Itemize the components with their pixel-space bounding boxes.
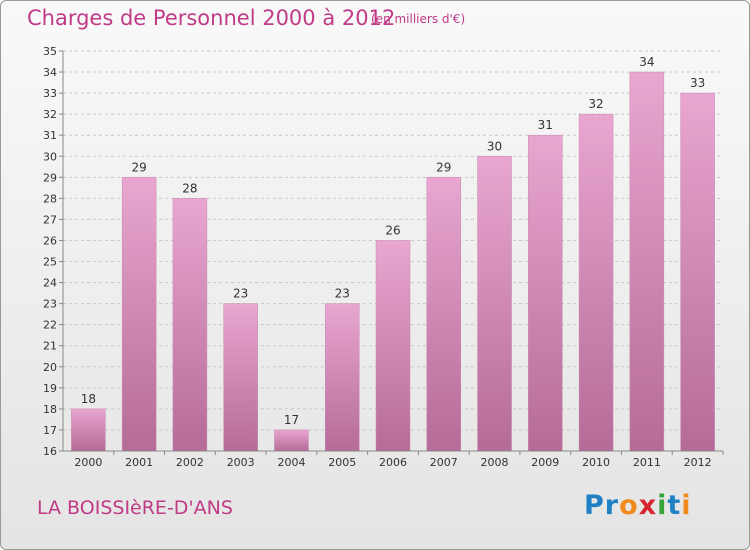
data-label-2011: 34 xyxy=(639,55,654,69)
y-tick-label: 24 xyxy=(43,277,57,290)
y-tick-label: 28 xyxy=(43,192,57,205)
x-tick-label: 2012 xyxy=(684,456,712,469)
logo-letter: i xyxy=(657,490,668,521)
y-axis-ticks: 16 17 18 19 20 21 22 23 24 25 26 27 28 29 30 31 32 33 34 35 xyxy=(43,45,63,458)
logo-letter: o xyxy=(619,490,639,521)
bar-2007 xyxy=(426,177,462,452)
bar-2003 xyxy=(223,303,258,452)
bar-2000 xyxy=(71,408,106,452)
x-tick-label: 2010 xyxy=(582,456,610,469)
commune-name: LA BOISSIèRE-D'ANS xyxy=(37,497,233,519)
x-tick-label: 2007 xyxy=(430,456,458,469)
x-tick-label: 2008 xyxy=(481,456,509,469)
data-label-2007: 29 xyxy=(436,160,451,174)
logo-letter: P xyxy=(584,490,605,521)
data-label-2008: 30 xyxy=(487,139,502,153)
bar-2002 xyxy=(172,198,208,452)
y-tick-label: 18 xyxy=(43,403,57,416)
logo-letter: i xyxy=(681,490,692,521)
logo-letter: x xyxy=(638,490,658,521)
y-tick-label: 22 xyxy=(43,319,57,332)
bars xyxy=(71,71,715,452)
y-tick-label: 31 xyxy=(43,129,57,142)
data-label-2000: 18 xyxy=(81,392,96,406)
y-tick-label: 26 xyxy=(43,234,57,247)
proxiti-logo[interactable]: Proxiti xyxy=(584,490,692,521)
x-axis-ticks: 2000 2001 2002 2003 2004 2005 2006 2007 2008 2009… xyxy=(74,451,724,469)
chart-subtitle: (en milliers d'€) xyxy=(371,12,466,26)
x-tick-label: 2002 xyxy=(176,456,204,469)
x-tick-label: 2011 xyxy=(633,456,661,469)
logo-letter: r xyxy=(604,490,620,521)
logo-letter: t xyxy=(667,490,682,521)
bar-2012 xyxy=(680,92,715,452)
bar-2008 xyxy=(477,156,512,452)
y-tick-label: 33 xyxy=(43,87,57,100)
data-label-2005: 23 xyxy=(335,287,350,301)
y-tick-label: 32 xyxy=(43,108,57,121)
bar-2006 xyxy=(375,240,411,452)
data-label-2001: 29 xyxy=(132,160,147,174)
y-tick-label: 21 xyxy=(43,340,57,353)
y-tick-label: 17 xyxy=(43,424,57,437)
data-label-2010: 32 xyxy=(588,97,603,111)
x-tick-label: 2006 xyxy=(379,456,407,469)
y-tick-label: 25 xyxy=(43,256,57,269)
x-tick-label: 2000 xyxy=(74,456,102,469)
y-tick-label: 29 xyxy=(43,171,57,184)
y-tick-label: 30 xyxy=(43,150,57,163)
data-labels: 18 29 28 23 17 23 26 29 30 31 32 34 33 xyxy=(81,55,706,427)
y-tick-label: 19 xyxy=(43,382,57,395)
chart-title: Charges de Personnel 2000 à 2012 xyxy=(27,6,396,30)
bar-2005 xyxy=(324,303,360,452)
y-tick-label: 34 xyxy=(43,66,57,79)
data-label-2004: 17 xyxy=(284,413,299,427)
data-label-2002: 28 xyxy=(182,181,197,195)
x-tick-label: 2005 xyxy=(328,456,356,469)
data-label-2006: 26 xyxy=(385,223,400,237)
x-tick-label: 2009 xyxy=(531,456,559,469)
x-tick-label: 2003 xyxy=(227,456,255,469)
y-tick-label: 20 xyxy=(43,361,57,374)
y-tick-label: 16 xyxy=(43,445,57,458)
bar-2004 xyxy=(274,429,309,452)
bar-2011 xyxy=(629,71,665,452)
x-tick-label: 2001 xyxy=(125,456,153,469)
x-tick-label: 2004 xyxy=(277,456,305,469)
data-label-2009: 31 xyxy=(538,118,553,132)
y-tick-label: 35 xyxy=(43,45,57,58)
bar-2009 xyxy=(528,134,563,452)
data-label-2003: 23 xyxy=(233,287,248,301)
y-tick-label: 27 xyxy=(43,213,57,226)
bar-2001 xyxy=(121,177,157,452)
bar-2010 xyxy=(578,113,614,452)
data-label-2012: 33 xyxy=(690,76,705,90)
y-tick-label: 23 xyxy=(43,298,57,311)
